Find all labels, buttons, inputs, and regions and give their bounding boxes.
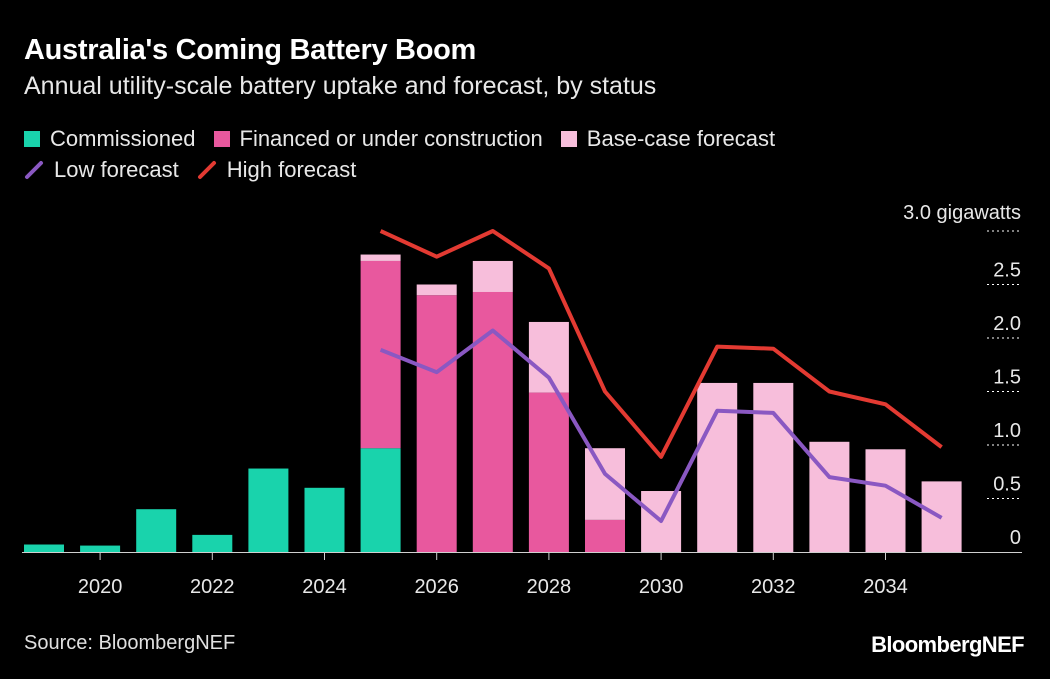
x-tick-label-2030: 2030 (639, 576, 684, 598)
legend-item-commissioned: Commissioned (24, 126, 196, 152)
y-tick-label-1: 0.5 (993, 474, 1021, 496)
financed-swatch-icon (213, 131, 230, 147)
legend-label-high-forecast: High forecast (226, 157, 357, 182)
bar-commissioned-2020 (80, 545, 121, 552)
high-forecast-line-icon (197, 161, 216, 179)
bar-financed-or-under-construction-2029 (585, 519, 625, 552)
bars-layer (24, 254, 962, 552)
legend-label-financed: Financed or under construction (239, 126, 543, 151)
bar-base-case-forecast-2031 (697, 382, 738, 552)
x-tick-label-2032: 2032 (751, 576, 796, 598)
low-forecast-line (379, 328, 943, 523)
legend-item-low-forecast: Low forecast (24, 157, 179, 183)
bar-financed-or-under-construction-2026 (416, 295, 457, 552)
legend-item-base-case: Base-case forecast (560, 126, 776, 152)
commissioned-swatch-icon (24, 131, 40, 147)
low-forecast-line-icon (25, 161, 43, 179)
bar-base-case-forecast-2034 (865, 449, 906, 552)
bar-commissioned-2019 (24, 544, 64, 552)
bar-base-case-forecast-2028 (528, 321, 569, 393)
bar-base-case-forecast-2027 (472, 260, 513, 292)
brand-logo: BloombergNEF (871, 632, 1025, 657)
x-tick-label-2028: 2028 (527, 576, 572, 598)
legend-row-1: Commissioned Financed or under construct… (24, 126, 793, 152)
x-axis: 2020 2022 2024 2026 2028 2030 2032 2034 (22, 552, 1022, 598)
y-axis: 0 0.5 1.0 1.5 2.0 2.5 3.0 gigawatts (903, 202, 1021, 549)
base-case-swatch-icon (560, 131, 577, 147)
bar-base-case-forecast-2032 (753, 382, 794, 552)
lines-layer (379, 229, 943, 523)
bar-commissioned-2022 (192, 534, 233, 552)
legend-label-base-case: Base-case forecast (586, 126, 776, 151)
high-forecast-line (379, 229, 943, 459)
y-tick-label-5: 2.5 (993, 260, 1021, 282)
legend-row-2: Low forecast High forecast (24, 157, 374, 183)
x-tick-label-2020: 2020 (78, 576, 123, 598)
x-tick-label-2022: 2022 (190, 576, 235, 598)
chart-subtitle: Annual utility-scale battery uptake and … (24, 72, 657, 100)
bar-commissioned-2024 (304, 487, 345, 552)
bar-financed-or-under-construction-2028 (528, 392, 569, 552)
legend-item-high-forecast: High forecast (197, 157, 357, 183)
bar-commissioned-2023 (248, 468, 289, 552)
x-tick-label-2024: 2024 (302, 576, 347, 598)
legend-item-financed: Financed or under construction (213, 126, 543, 152)
bar-base-case-forecast-2025 (360, 254, 401, 261)
y-tick-label-3: 1.5 (993, 367, 1021, 389)
legend-label-commissioned: Commissioned (50, 126, 196, 151)
legend-label-low-forecast: Low forecast (54, 157, 179, 182)
y-tick-label-4: 2.0 (993, 313, 1021, 335)
x-tick-label-2026: 2026 (414, 576, 459, 598)
source-note: Source: BloombergNEF (24, 632, 236, 654)
y-tick-label-6: 3.0 gigawatts (903, 202, 1021, 224)
bar-commissioned-2021 (136, 509, 177, 552)
bar-financed-or-under-construction-2027 (472, 291, 513, 552)
bar-commissioned-2025 (360, 448, 401, 552)
y-tick-label-0: 0 (1010, 527, 1021, 549)
y-tick-label-2: 1.0 (993, 420, 1021, 442)
x-tick-label-2034: 2034 (863, 576, 908, 598)
bar-base-case-forecast-2026 (416, 284, 457, 296)
chart-title: Australia's Coming Battery Boom (24, 34, 477, 66)
